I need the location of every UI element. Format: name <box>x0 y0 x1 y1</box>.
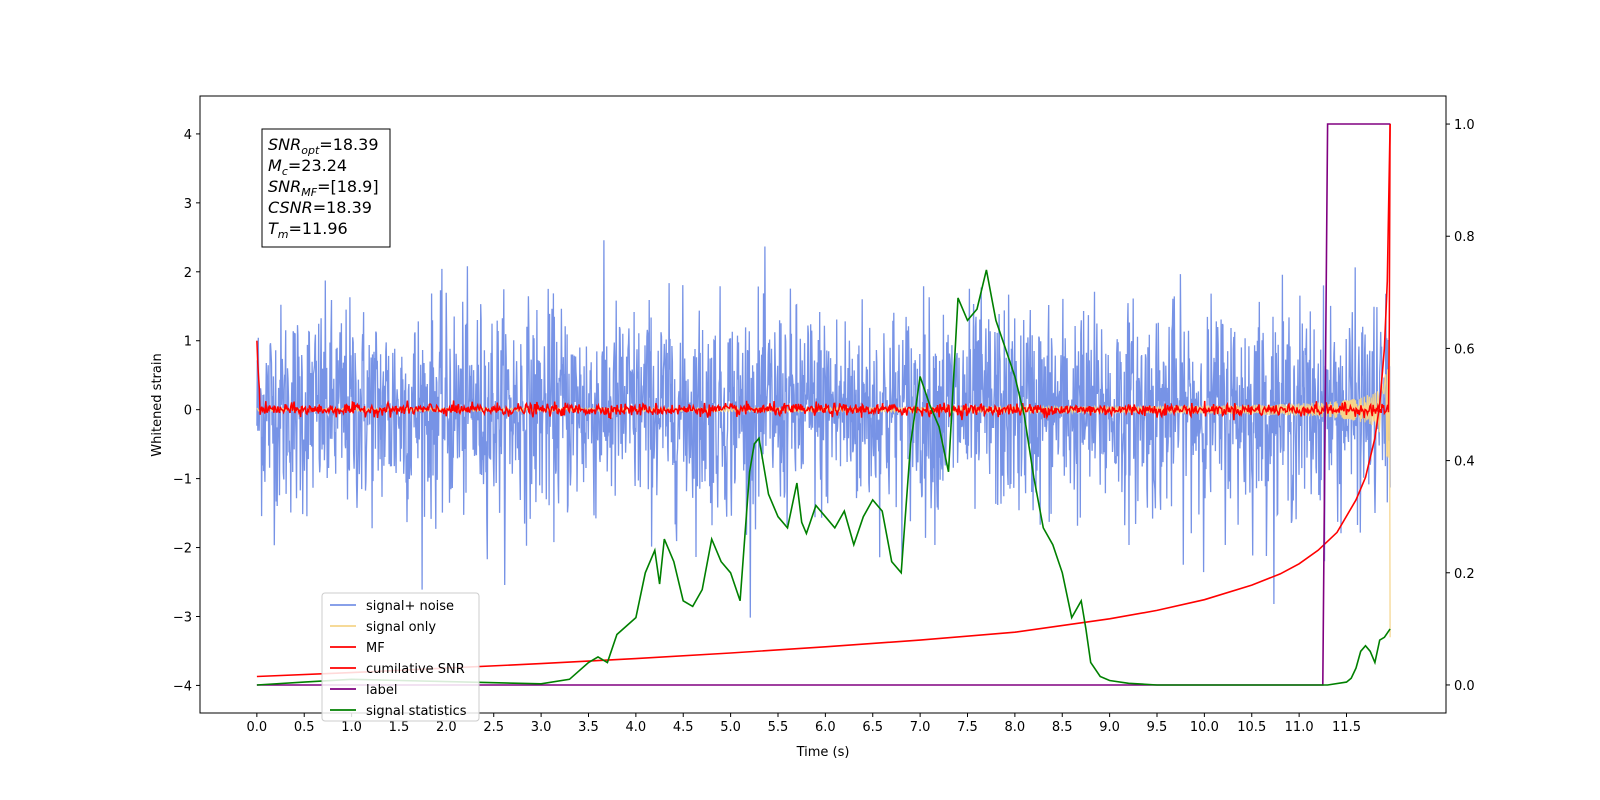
x-tick-label: 8.5 <box>1052 720 1073 735</box>
annotation-line: SNRMF=[18.9] <box>268 177 379 199</box>
x-tick-label: 3.5 <box>578 720 599 735</box>
y2-tick-label: 0.8 <box>1454 230 1475 245</box>
x-tick-label: 1.5 <box>389 720 410 735</box>
x-tick-label: 10.5 <box>1237 720 1266 735</box>
annotation-line: CSNR=18.39 <box>268 198 372 217</box>
legend-label: label <box>366 683 397 698</box>
y2-tick-label: 0.4 <box>1454 455 1475 470</box>
y2-tick-label: 1.0 <box>1454 118 1475 133</box>
x-tick-label: 2.5 <box>483 720 504 735</box>
x-tick-label: 11.0 <box>1285 720 1314 735</box>
series-line-signal-noise <box>256 240 1391 618</box>
x-tick-label: 0.5 <box>294 720 315 735</box>
y-tick-label: 1 <box>184 335 192 350</box>
x-tick-label: 9.5 <box>1147 720 1168 735</box>
series-line-cumilative-snr <box>256 123 1391 678</box>
x-tick-label: 2.0 <box>436 720 457 735</box>
x-tick-label: 9.0 <box>1099 720 1120 735</box>
x-tick-label: 11.5 <box>1332 720 1361 735</box>
legend-label: MF <box>366 641 385 656</box>
legend-label: cumilative SNR <box>366 662 465 677</box>
x-tick-label: 8.0 <box>1005 720 1026 735</box>
y2-tick-label: 0.0 <box>1454 679 1475 694</box>
x-tick-label: 10.0 <box>1190 720 1219 735</box>
legend: signal+ noise signal only MF cumilative SNR… <box>321 592 480 722</box>
annotation-line: SNRopt=18.39 <box>268 135 379 157</box>
y-axis-label: Whitened strain <box>150 353 165 456</box>
legend-label: signal only <box>366 620 436 635</box>
x-tick-label: 6.5 <box>862 720 883 735</box>
legend-label: signal+ noise <box>366 599 454 614</box>
y-axis-right: 0.0 0.2 0.4 0.6 0.8 1.0 <box>1446 118 1475 694</box>
annotation-line: Tm=11.96 <box>268 219 348 241</box>
x-tick-label: 5.5 <box>768 720 789 735</box>
annotation-line: Mc=23.24 <box>268 156 347 178</box>
y2-tick-label: 0.6 <box>1454 342 1475 357</box>
y-axis-left: −4 −3 −2 −1 0 1 2 3 4 <box>173 128 200 694</box>
x-tick-label: 5.0 <box>720 720 741 735</box>
x-tick-label: 4.5 <box>673 720 694 735</box>
series-line-signal-statistics <box>256 269 1391 686</box>
x-tick-label: 4.0 <box>626 720 647 735</box>
y-tick-label: 0 <box>184 404 192 419</box>
x-tick-label: 7.0 <box>910 720 931 735</box>
y-tick-label: 4 <box>184 128 192 143</box>
x-tick-label: 0.0 <box>247 720 268 735</box>
plot-area <box>256 123 1391 686</box>
y-tick-label: 3 <box>184 197 192 212</box>
y-tick-label: −4 <box>173 679 192 694</box>
y-tick-label: 2 <box>184 266 192 281</box>
legend-frame <box>321 592 480 722</box>
series-line-label <box>256 123 1391 686</box>
y-tick-label: −2 <box>173 542 192 557</box>
x-tick-label: 7.5 <box>957 720 978 735</box>
x-axis-label: Time (s) <box>796 745 850 760</box>
y-tick-label: −1 <box>173 473 192 488</box>
x-tick-label: 1.0 <box>341 720 362 735</box>
x-tick-label: 6.0 <box>815 720 836 735</box>
x-axis: 0.0 0.5 1.0 1.5 2.0 2.5 3.0 3.5 4.0 4.5 5.0 5.5 6.0 6… <box>247 713 1361 735</box>
annotation-frame <box>261 128 391 248</box>
x-tick-label: 3.0 <box>531 720 552 735</box>
y-tick-label: −3 <box>173 610 192 625</box>
legend-label: signal statistics <box>366 704 467 719</box>
y2-tick-label: 0.2 <box>1454 567 1475 582</box>
axes-frame <box>199 95 1447 714</box>
annotation-box: SNRopt=18.39Mc=23.24SNRMF=[18.9]CSNR=18.… <box>261 128 391 248</box>
series-line-mf <box>256 123 1391 421</box>
